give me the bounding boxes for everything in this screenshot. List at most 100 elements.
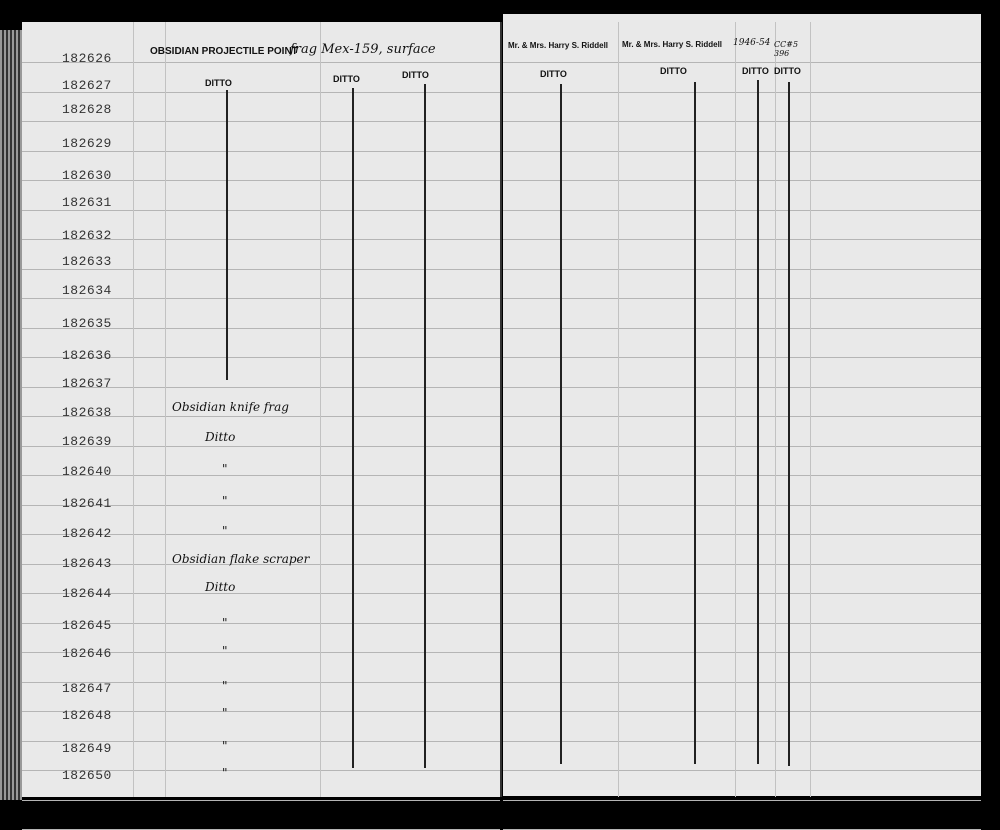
catalog-number: 182627 — [62, 78, 112, 93]
catalog-number: 182642 — [62, 526, 112, 541]
catalog-number: 182644 — [62, 586, 112, 601]
ruled-line — [22, 357, 500, 358]
ruled-line — [503, 770, 981, 771]
ruled-line — [503, 534, 981, 535]
catalog-number: 182630 — [62, 168, 112, 183]
ruled-line — [503, 209, 981, 211]
ruled-line — [503, 593, 981, 594]
ruled-line — [503, 386, 981, 388]
catalog-number: 182633 — [62, 254, 112, 269]
ditto-locality: DITTO — [333, 74, 360, 84]
catalog-number: 182647 — [62, 681, 112, 696]
ruled-line — [503, 563, 981, 565]
ruled-line — [503, 268, 981, 270]
ruled-line — [22, 534, 500, 535]
ditto-mark: " — [222, 462, 228, 476]
ruled-line — [22, 475, 500, 476]
ruled-line — [503, 150, 981, 152]
ruled-line — [503, 239, 981, 240]
ditto-desc: DITTO — [205, 78, 232, 88]
ditto-accession: DITTO — [774, 66, 801, 76]
ditto-mark: " — [222, 739, 228, 753]
ruled-line — [22, 799, 500, 801]
ruled-line — [503, 180, 981, 181]
accession-no: CC#5 396 — [774, 40, 799, 58]
catalog-number: 182645 — [62, 618, 112, 633]
ruled-line — [22, 770, 500, 771]
column-rule — [320, 22, 321, 797]
ruled-line — [22, 268, 500, 270]
ruled-line — [22, 239, 500, 240]
donor-2: Mr. & Mrs. Harry S. Riddell — [622, 40, 723, 49]
ruled-line — [22, 298, 500, 299]
ruled-line — [22, 150, 500, 152]
ruled-line — [503, 62, 981, 63]
accession-year: 1946-54 — [733, 38, 771, 48]
ditto-line — [226, 90, 228, 380]
ditto-line — [694, 82, 696, 764]
column-rule — [810, 22, 811, 797]
ruled-line — [503, 445, 981, 447]
ruled-line — [503, 357, 981, 358]
ruled-line — [503, 91, 981, 93]
catalog-number: 182634 — [62, 283, 112, 298]
catalog-number: 182638 — [62, 405, 112, 420]
catalog-number: 182639 — [62, 434, 112, 449]
catalog-number: 182641 — [62, 496, 112, 511]
ruled-line — [503, 504, 981, 506]
ditto-year: DITTO — [742, 66, 769, 76]
ditto-mark: " — [222, 524, 228, 538]
column-rule — [165, 22, 166, 797]
column-rule — [133, 22, 134, 797]
ruled-line — [503, 799, 981, 801]
ditto-line — [788, 82, 790, 766]
ruled-line — [22, 445, 500, 447]
catalog-number: 182649 — [62, 741, 112, 756]
ruled-line — [22, 622, 500, 624]
ruled-line — [503, 121, 981, 122]
catalog-number: 182632 — [62, 228, 112, 243]
ruled-line — [22, 711, 500, 712]
ditto-mark: " — [222, 766, 228, 780]
catalog-number: 182631 — [62, 195, 112, 210]
right-ledger-page — [503, 14, 981, 796]
entry-ditto: Ditto — [205, 580, 236, 594]
catalog-number: 182646 — [62, 646, 112, 661]
ruled-line — [503, 416, 981, 417]
ruled-line — [503, 298, 981, 299]
catalog-number: 182635 — [62, 316, 112, 331]
ditto-donor-2: DITTO — [660, 66, 687, 76]
ditto-line — [424, 84, 426, 768]
ruled-line — [22, 121, 500, 122]
catalog-number: 182637 — [62, 376, 112, 391]
ruled-line — [503, 711, 981, 712]
catalog-number: 182643 — [62, 556, 112, 571]
ditto-site: DITTO — [402, 70, 429, 80]
column-rule — [618, 22, 619, 797]
entry-ditto: Ditto — [205, 430, 236, 444]
ditto-mark: " — [222, 679, 228, 693]
ruled-line — [503, 652, 981, 653]
catalog-number: 182636 — [62, 348, 112, 363]
ditto-mark: " — [222, 644, 228, 658]
catalog-number: 182650 — [62, 768, 112, 783]
ruled-line — [22, 593, 500, 594]
ditto-mark: " — [222, 706, 228, 720]
ruled-line — [22, 652, 500, 653]
ruled-line — [22, 386, 500, 388]
catalog-number: 182629 — [62, 136, 112, 151]
ruled-line — [22, 504, 500, 506]
ruled-line — [22, 209, 500, 211]
first-entry-printed: OBSIDIAN PROJECTILE POINT — [150, 46, 298, 57]
ruled-line — [503, 327, 981, 329]
column-rule — [775, 22, 776, 797]
ruled-line — [503, 475, 981, 476]
catalog-number: 182640 — [62, 464, 112, 479]
ditto-donor-1: DITTO — [540, 69, 567, 79]
ruled-line — [22, 327, 500, 329]
ruled-line — [22, 180, 500, 181]
column-rule — [735, 22, 736, 797]
ruled-line — [22, 563, 500, 565]
ruled-line — [22, 91, 500, 93]
first-entry-handwritten: frag Mex-159, surface — [290, 42, 436, 57]
